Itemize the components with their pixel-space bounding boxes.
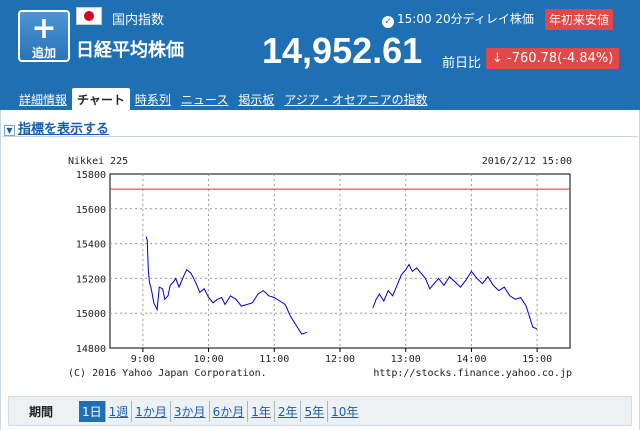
add-to-portfolio-button[interactable]: + 追加 [18, 10, 70, 62]
period-options: 1日 1週 1か月 3か月 6か月 1年 2年 5年 10年 [79, 401, 361, 422]
delay-text: 15:00 20分ディレイ株価 [397, 12, 534, 26]
period-option[interactable]: 1日 [79, 401, 106, 422]
add-button-label: 追加 [31, 46, 56, 60]
x-tick-label: 12:00 [325, 354, 355, 365]
period-option[interactable]: 1週 [106, 401, 133, 422]
delay-status: ✓ 15:00 20分ディレイ株価 [382, 10, 534, 28]
x-tick-label: 10:00 [194, 354, 224, 365]
index-name: 日経平均株価 [76, 40, 184, 61]
category-label: 国内指数 [112, 13, 165, 28]
chart-copyright: (C) 2016 Yahoo Japan Corporation. [68, 368, 267, 379]
prev-day-label: 前日比 [442, 56, 482, 71]
tab-details[interactable]: 詳細情報 [19, 93, 68, 107]
x-tick-label: 9:00 [131, 354, 155, 365]
x-tick-label: 13:00 [391, 354, 421, 365]
period-option[interactable]: 5年 [301, 401, 329, 422]
japan-flag-icon [76, 7, 102, 25]
tab-news[interactable]: ニュース [180, 93, 229, 107]
y-tick-label: 14800 [76, 344, 106, 355]
toggle-triangle-icon: ▼ [4, 125, 15, 136]
period-option[interactable]: 3か月 [171, 401, 210, 422]
x-tick-label: 14:00 [456, 354, 486, 365]
plus-icon: + [31, 11, 57, 46]
check-icon: ✓ [382, 16, 394, 28]
tab-board[interactable]: 掲示板 [238, 93, 275, 107]
tab-timeseries[interactable]: 時系列 [134, 93, 171, 107]
quote-header: + 追加 国内指数 日経平均株価 ✓ 15:00 20分ディレイ株価 年初来安値 … [0, 0, 640, 110]
period-option[interactable]: 1年 [248, 401, 275, 422]
intraday-chart: 15800 15600 15400 15200 15000 14800 9:00 10:00 1… [68, 156, 572, 379]
current-price: 14,952.61 [262, 30, 423, 71]
y-tick-label: 15800 [76, 170, 106, 181]
period-selector: 期間 1日 1週 1か月 3か月 6か月 1年 2年 5年 10年 [8, 396, 632, 426]
tab-chart[interactable]: チャート [72, 88, 130, 110]
chart-timestamp: 2016/2/12 15:00 [482, 156, 572, 167]
price-line-afternoon [372, 263, 538, 330]
show-indicators-label: 指標を表示する [18, 122, 110, 137]
divider [2, 136, 638, 137]
period-option[interactable]: 2年 [275, 401, 302, 422]
show-indicators-link[interactable]: ▼ 指標を表示する [4, 118, 109, 137]
period-option[interactable]: 6か月 [210, 401, 249, 422]
x-tick-label: 11:00 [259, 354, 289, 365]
tab-asia-indices[interactable]: アジア・オセアニアの指数 [284, 93, 428, 107]
period-option[interactable]: 1か月 [132, 401, 171, 422]
year-low-badge: 年初来安値 [545, 9, 614, 30]
x-tick-label: 15:00 [522, 354, 552, 365]
tab-bar: 詳細情報 チャート 時系列 ニュース 掲示板 アジア・オセアニアの指数 [14, 88, 433, 110]
y-tick-label: 15400 [76, 240, 106, 251]
chart-title: Nikkei 225 [68, 156, 128, 167]
period-label: 期間 [29, 405, 54, 419]
chart-source-url: http://stocks.finance.yahoo.co.jp [373, 368, 572, 379]
price-line-morning [145, 236, 308, 335]
period-option[interactable]: 10年 [331, 405, 359, 419]
y-tick-label: 15600 [76, 205, 106, 216]
price-change-badge: ↓ -760.78(-4.84%) [486, 48, 620, 69]
y-tick-label: 15000 [76, 309, 106, 320]
y-tick-label: 15200 [76, 274, 106, 285]
